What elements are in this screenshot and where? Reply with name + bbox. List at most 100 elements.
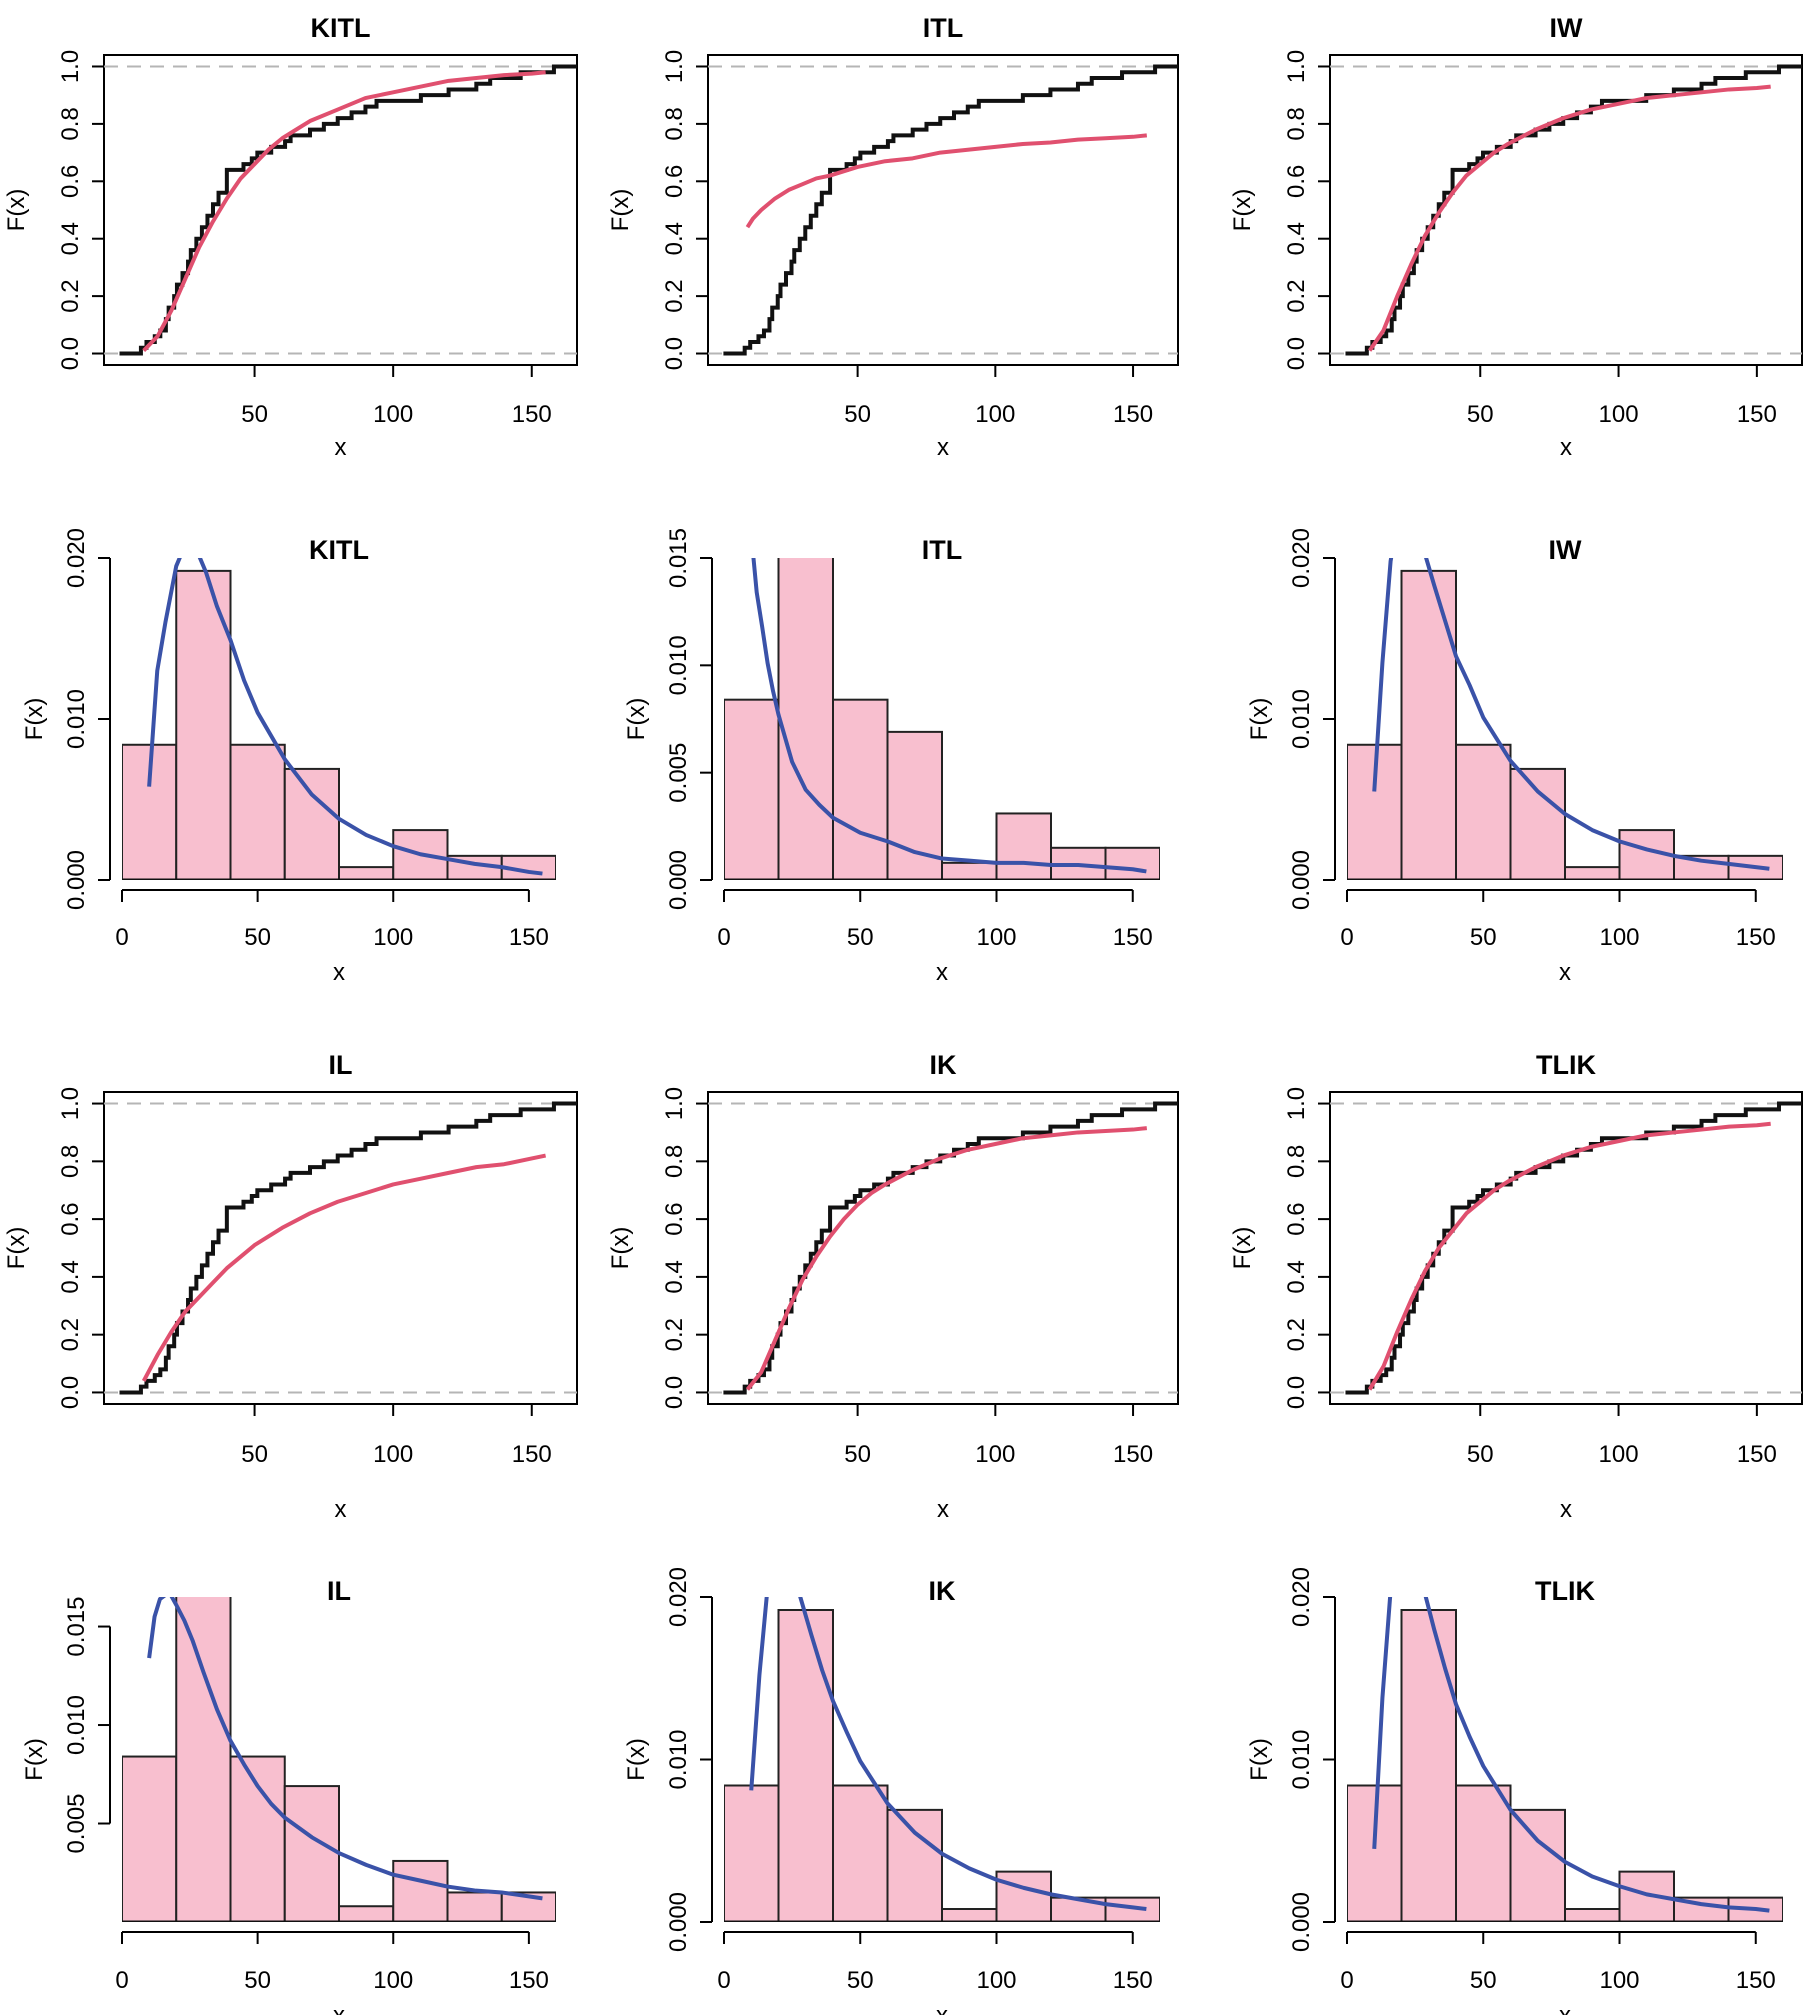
chart-2-xlabel: x xyxy=(937,434,949,461)
chart-10-ytick-label: 0.015 xyxy=(63,1597,90,1657)
chart-8-ylabel: F(x) xyxy=(607,1227,634,1270)
chart-5-fitted-pdf xyxy=(751,558,1147,874)
chart-7: IL F(x) x 50 100 150 0.0 0.2 0.4 0.6 0.8 1.0 xyxy=(3,1050,578,1523)
chart-5-bar xyxy=(832,698,889,880)
chart-2-ytick-label: 0.2 xyxy=(661,279,688,312)
chart-10-xtick-label: 50 xyxy=(244,1967,271,1994)
chart-12-bar xyxy=(1509,1808,1566,1922)
chart-10-bar xyxy=(392,1859,449,1922)
chart-5-bar xyxy=(941,861,998,880)
chart-4-fitted-pdf xyxy=(147,558,543,876)
chart-5-xtick-label: 0 xyxy=(717,924,730,951)
chart-7-xtick-label: 50 xyxy=(241,1441,268,1468)
chart-8-xlabel: x xyxy=(937,1496,949,1523)
chart-8-ytick-label: 0.8 xyxy=(661,1145,688,1178)
chart-11-ytick-label: 0.020 xyxy=(665,1567,692,1627)
chart-12-ylabel: F(x) xyxy=(1246,1738,1273,1781)
chart-11-fitted-pdf xyxy=(749,1597,1147,1911)
chart-6-ytick-label: 0.010 xyxy=(1288,689,1315,749)
chart-6-fitted-pdf xyxy=(1372,558,1770,871)
chart-4-bar xyxy=(283,767,340,880)
chart-10-bar xyxy=(500,1891,556,1922)
chart-5-ytick-label: 0.010 xyxy=(665,635,692,695)
chart-9-xtick-label: 150 xyxy=(1737,1441,1777,1468)
chart-11-xtick-label: 0 xyxy=(717,1967,730,1994)
chart-9-fitted-cdf xyxy=(1367,1121,1771,1391)
chart-12-xlabel: x xyxy=(1559,2002,1571,2015)
chart-9-title: TLIK xyxy=(1536,1050,1596,1080)
chart-4-xlabel: x xyxy=(333,959,345,986)
chart-7-xtick-label: 150 xyxy=(512,1441,552,1468)
chart-11-bar xyxy=(724,1784,780,1922)
chart-3-plot-area xyxy=(1330,64,1802,356)
chart-9-frame xyxy=(1329,1091,1803,1405)
chart-10-fitted-pdf xyxy=(147,1597,543,1901)
chart-2-empirical-cdf xyxy=(723,64,1178,356)
chart-1-ytick-label: 0.4 xyxy=(57,222,84,255)
chart-1-xlabel: x xyxy=(335,434,347,461)
chart-9-ytick-label: 0.4 xyxy=(1283,1260,1310,1293)
chart-10-bar xyxy=(338,1905,395,1922)
chart-3-xtick-label: 100 xyxy=(1599,401,1639,428)
chart-11-ylabel: F(x) xyxy=(623,1738,650,1781)
chart-11-bar xyxy=(995,1870,1052,1922)
chart-3: IW F(x) x 50 100 150 0.0 0.2 0.4 0.6 0.8 1.0 xyxy=(1229,13,1803,461)
chart-2-plot-area xyxy=(708,64,1178,356)
chart-2-xtick-label: 100 xyxy=(975,401,1015,428)
chart-3-xlabel: x xyxy=(1560,434,1572,461)
chart-2-title: ITL xyxy=(923,13,964,43)
chart-7-plot-area xyxy=(104,1101,577,1395)
chart-9-ytick-label: 0.8 xyxy=(1283,1145,1310,1178)
chart-3-ytick-label: 1.0 xyxy=(1283,50,1310,83)
chart-4-ytick-label: 0.010 xyxy=(63,689,90,749)
chart-1-xtick-label: 150 xyxy=(512,401,552,428)
chart-5: ITL F(x) x 0 50 100 150 0.000 0.005 0.010 0.015 xyxy=(623,528,1160,986)
chart-9-ytick-label: 0.0 xyxy=(1283,1376,1310,1409)
chart-12: TLIK F(x) x 0 50 100 150 0.000 0.010 0.020 xyxy=(1246,1567,1783,2015)
chart-11-bar xyxy=(777,1609,834,1922)
chart-11-xtick-label: 100 xyxy=(976,1967,1016,1994)
chart-7-xlabel: x xyxy=(335,1496,347,1523)
chart-6: IW F(x) x 0 50 100 150 0.000 0.010 0.020 xyxy=(1246,528,1783,986)
chart-1-plot-area xyxy=(104,64,577,356)
chart-5-ylabel: F(x) xyxy=(623,698,650,741)
chart-10-xtick-label: 150 xyxy=(509,1967,549,1994)
chart-9-xlabel: x xyxy=(1560,1496,1572,1523)
chart-1-ytick-label: 1.0 xyxy=(57,50,84,83)
chart-8: IK F(x) x 50 100 150 0.0 0.2 0.4 0.6 0.8 1.0 xyxy=(607,1050,1179,1523)
chart-6-ytick-label: 0.020 xyxy=(1288,528,1315,588)
chart-12-ytick-label: 0.020 xyxy=(1288,1567,1315,1627)
chart-12-ytick-label: 0.010 xyxy=(1288,1729,1315,1789)
chart-11-xtick-label: 50 xyxy=(847,1967,874,1994)
chart-12-fitted-pdf xyxy=(1372,1597,1770,1913)
chart-3-ytick-label: 0.4 xyxy=(1283,222,1310,255)
chart-1-ytick-label: 0.6 xyxy=(57,165,84,198)
chart-6-xtick-label: 0 xyxy=(1340,924,1353,951)
chart-10-bar xyxy=(283,1785,340,1922)
chart-6-bar xyxy=(1455,743,1512,880)
chart-2-ytick-label: 1.0 xyxy=(661,50,688,83)
chart-4-bar xyxy=(229,743,286,880)
chart-3-xtick-label: 150 xyxy=(1737,401,1777,428)
chart-10: IL F(x) x 0 50 100 150 0.005 0.010 0.015 xyxy=(21,1576,556,2015)
chart-2-ylabel: F(x) xyxy=(607,189,634,232)
chart-5-plot-area xyxy=(724,558,1160,880)
chart-7-ytick-label: 0.2 xyxy=(57,1318,84,1351)
chart-12-title: TLIK xyxy=(1535,1576,1595,1606)
chart-4-ytick-label: 0.020 xyxy=(63,528,90,588)
chart-10-bar xyxy=(175,1597,232,1922)
chart-7-fitted-cdf xyxy=(141,1153,547,1382)
chart-2-xtick-label: 150 xyxy=(1113,401,1153,428)
chart-9-plot-area xyxy=(1330,1101,1802,1395)
chart-11-bar xyxy=(1104,1896,1160,1922)
chart-12-xtick-label: 150 xyxy=(1736,1967,1776,1994)
chart-11-xtick-label: 150 xyxy=(1113,1967,1153,1994)
chart-1-xtick-label: 50 xyxy=(241,401,268,428)
chart-10-ytick-label: 0.010 xyxy=(63,1695,90,1755)
chart-10-plot-area xyxy=(122,1597,556,1922)
chart-9: TLIK F(x) x 50 100 150 0.0 0.2 0.4 0.6 0.8 1.0 xyxy=(1229,1050,1803,1523)
chart-8-xtick-label: 150 xyxy=(1113,1441,1153,1468)
chart-5-xtick-label: 50 xyxy=(847,924,874,951)
chart-4-xtick-label: 100 xyxy=(373,924,413,951)
chart-5-xtick-label: 100 xyxy=(976,924,1016,951)
